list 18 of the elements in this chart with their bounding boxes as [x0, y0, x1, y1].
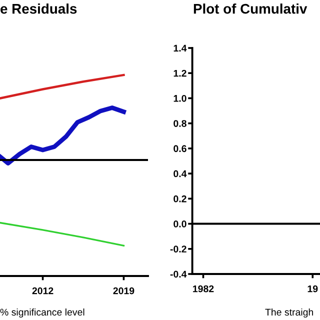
chart-title: e Residuals — [0, 4, 77, 14]
y-tick-label: 1.0 — [174, 94, 186, 102]
y-tick-label: -0.4 — [170, 270, 187, 278]
x-tick-label: 19 — [308, 285, 318, 292]
x-tick-label: 2019 — [113, 287, 134, 294]
text: % significance level — [0, 308, 84, 318]
text: The straigh — [265, 308, 314, 318]
y-tick-label: 0.6 — [174, 145, 186, 152]
y-tick-label: 0.0 — [174, 220, 186, 228]
x-tick-label: 1982 — [193, 285, 214, 292]
y-tick-label: 1.4 — [174, 44, 187, 52]
y-tick-label: 1.2 — [174, 70, 186, 77]
x-tick-label: 2012 — [32, 287, 54, 294]
y-tick-label: 0.2 — [174, 195, 186, 202]
y-tick-label: 0.4 — [174, 170, 187, 178]
y-tick-label: -0.2 — [170, 246, 186, 253]
y-tick-label: 0.8 — [174, 120, 186, 127]
chart-title: Plot of Cumulativ — [194, 4, 308, 14]
